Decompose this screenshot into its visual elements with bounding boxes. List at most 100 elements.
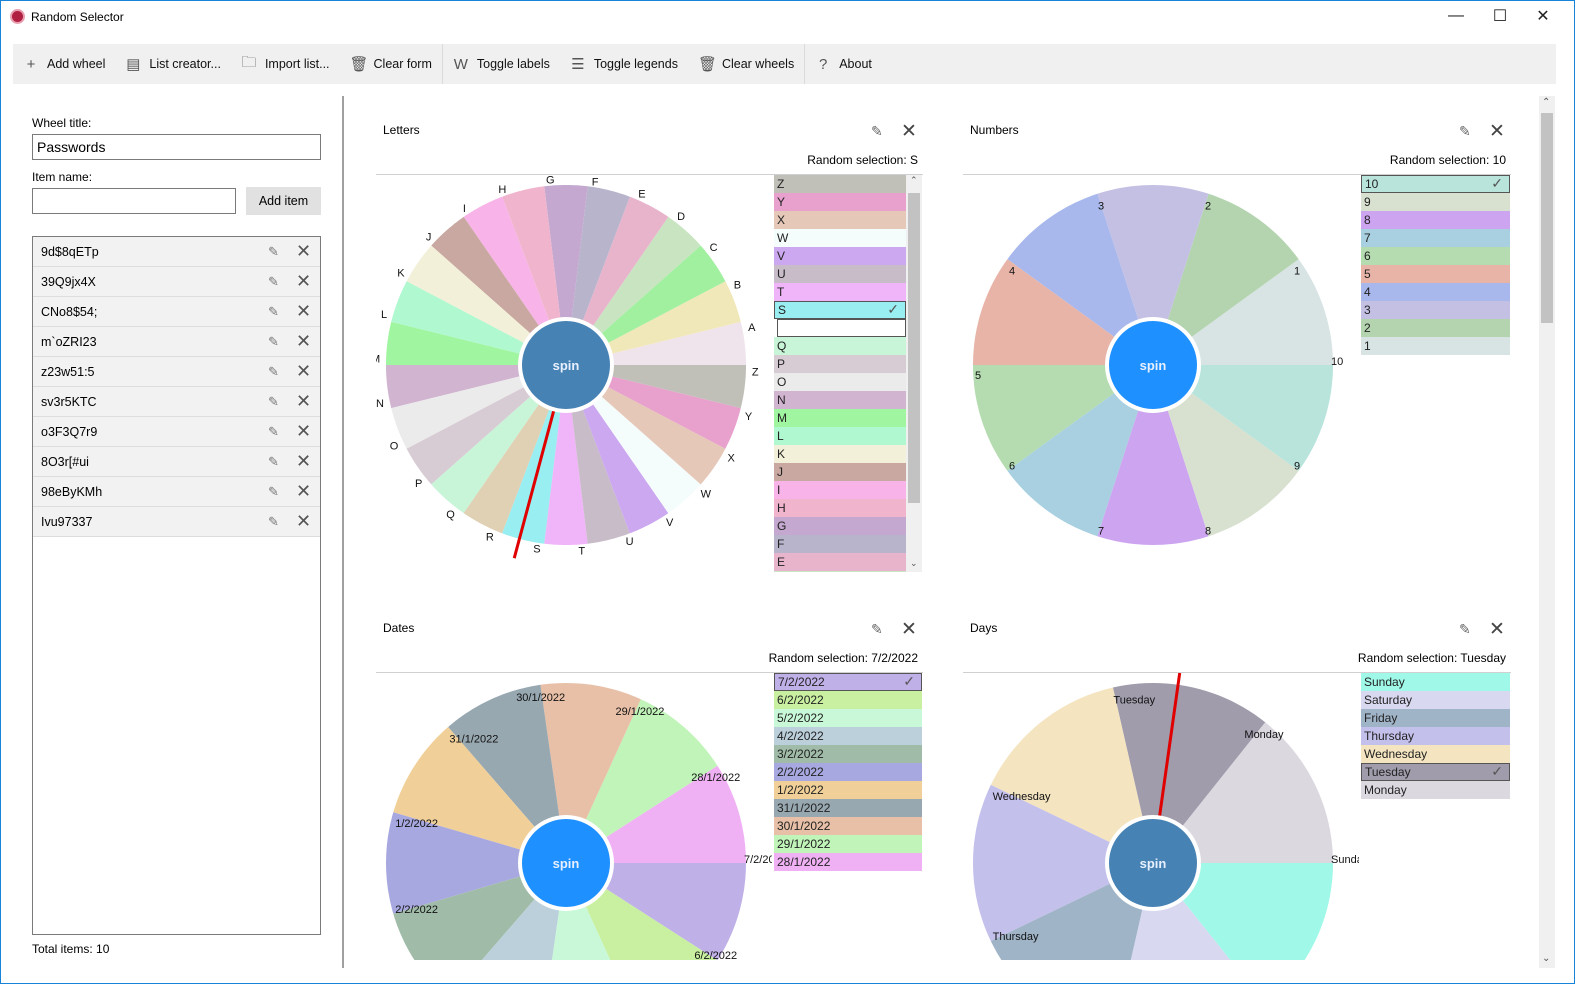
- close-window-button[interactable]: ✕: [1536, 8, 1550, 25]
- edit-pencil-icon[interactable]: ✎: [268, 513, 279, 529]
- legend-item[interactable]: K: [774, 445, 906, 463]
- edit-wheel-pencil-icon[interactable]: ✎: [871, 621, 883, 637]
- legend-item[interactable]: E: [774, 553, 906, 571]
- scroll-up-icon[interactable]: ⌃: [910, 175, 918, 185]
- delete-icon[interactable]: ✕: [296, 421, 312, 441]
- toolbar-import-list-button[interactable]: 🗀 Import list...: [231, 44, 340, 84]
- legend-item[interactable]: 4: [1361, 283, 1510, 301]
- wheel[interactable]: Monday Tuesday Wednesday Thursday Sunday spin: [963, 673, 1359, 960]
- delete-icon[interactable]: ✕: [296, 331, 312, 351]
- legend-item[interactable]: L: [774, 427, 906, 445]
- splitter[interactable]: [342, 96, 344, 968]
- list-item[interactable]: z23w51:5 ✎ ✕: [33, 357, 320, 387]
- legend-item[interactable]: 6/2/2022: [774, 691, 922, 709]
- close-wheel-icon[interactable]: ✕: [901, 620, 917, 640]
- legend-item[interactable]: 10 ✓: [1361, 175, 1510, 193]
- wheel[interactable]: 28/1/2022 29/1/2022 30/1/2022 31/1/2022 1/2/…: [376, 673, 772, 960]
- scroll-up-icon[interactable]: ⌃: [1542, 97, 1551, 108]
- edit-pencil-icon[interactable]: ✎: [268, 273, 279, 289]
- legend-item[interactable]: H: [774, 499, 906, 517]
- edit-pencil-icon[interactable]: ✎: [268, 243, 279, 259]
- legend-item[interactable]: X: [774, 211, 906, 229]
- toolbar-list-creator-button[interactable]: ▤ List creator...: [115, 44, 231, 84]
- legend-item[interactable]: 4/2/2022: [774, 727, 922, 745]
- edit-pencil-icon[interactable]: ✎: [268, 483, 279, 499]
- list-item[interactable]: sv3r5KTC ✎ ✕: [33, 387, 320, 417]
- legend-item[interactable]: P: [774, 355, 906, 373]
- legend-item[interactable]: 2/2/2022: [774, 763, 922, 781]
- list-item[interactable]: m`oZRI23 ✎ ✕: [33, 327, 320, 357]
- edit-pencil-icon[interactable]: ✎: [268, 363, 279, 379]
- legend-item[interactable]: 31/1/2022: [774, 799, 922, 817]
- legend-item[interactable]: 2: [1361, 319, 1510, 337]
- legend-item[interactable]: 1: [1361, 337, 1510, 355]
- toolbar-about-button[interactable]: ? About: [805, 44, 882, 84]
- legend-item[interactable]: F: [774, 535, 906, 553]
- legend-item[interactable]: Thursday: [1361, 727, 1510, 745]
- legend-item[interactable]: 1/2/2022: [774, 781, 922, 799]
- legend-item[interactable]: Tuesday ✓: [1361, 763, 1510, 781]
- spin-button[interactable]: spin: [518, 317, 614, 413]
- legend-item[interactable]: 3: [1361, 301, 1510, 319]
- legend-scrollbar-thumb[interactable]: [908, 193, 920, 503]
- close-wheel-icon[interactable]: ✕: [901, 122, 917, 142]
- spin-button[interactable]: spin: [1105, 815, 1201, 911]
- toolbar-clear-wheels-button[interactable]: 🗑 Clear wheels: [688, 44, 804, 84]
- legend-item-editor[interactable]: [774, 319, 906, 337]
- edit-wheel-pencil-icon[interactable]: ✎: [1459, 621, 1471, 637]
- legend-item[interactable]: 5: [1361, 265, 1510, 283]
- legend-item[interactable]: Y: [774, 193, 906, 211]
- legend-item[interactable]: O: [774, 373, 906, 391]
- close-wheel-icon[interactable]: ✕: [1489, 620, 1505, 640]
- legend-item[interactable]: 6: [1361, 247, 1510, 265]
- edit-pencil-icon[interactable]: ✎: [268, 333, 279, 349]
- list-item[interactable]: 39Q9jx4X ✎ ✕: [33, 267, 320, 297]
- toolbar-add-wheel-button[interactable]: + Add wheel: [13, 44, 115, 84]
- legend-item[interactable]: 3/2/2022: [774, 745, 922, 763]
- delete-icon[interactable]: ✕: [296, 241, 312, 261]
- list-item[interactable]: Ivu97337 ✎ ✕: [33, 507, 320, 537]
- delete-icon[interactable]: ✕: [296, 271, 312, 291]
- delete-icon[interactable]: ✕: [296, 391, 312, 411]
- list-item[interactable]: 8O3r[#ui ✎ ✕: [33, 447, 320, 477]
- main-scrollbar-thumb[interactable]: [1541, 113, 1553, 323]
- legend-item[interactable]: J: [774, 463, 906, 481]
- legend-item[interactable]: 29/1/2022: [774, 835, 922, 853]
- legend-item[interactable]: U: [774, 265, 906, 283]
- delete-icon[interactable]: ✕: [296, 361, 312, 381]
- legend-item[interactable]: Saturday: [1361, 691, 1510, 709]
- legend-item[interactable]: S ✓: [774, 301, 906, 319]
- list-item[interactable]: CNo8$54; ✎ ✕: [33, 297, 320, 327]
- list-item[interactable]: 98eByKMh ✎ ✕: [33, 477, 320, 507]
- scroll-down-icon[interactable]: ⌄: [1542, 953, 1551, 964]
- legend-item[interactable]: 8: [1361, 211, 1510, 229]
- list-item[interactable]: o3F3Q7r9 ✎ ✕: [33, 417, 320, 447]
- legend-item[interactable]: Monday: [1361, 781, 1510, 799]
- legend-edit-input[interactable]: [777, 319, 906, 337]
- add-item-button[interactable]: Add item: [246, 187, 321, 215]
- toolbar-toggle-labels-button[interactable]: W Toggle labels: [443, 44, 560, 84]
- legend-item[interactable]: 30/1/2022: [774, 817, 922, 835]
- spin-button[interactable]: spin: [1105, 317, 1201, 413]
- maximize-button[interactable]: ☐: [1492, 8, 1508, 25]
- delete-icon[interactable]: ✕: [296, 301, 312, 321]
- legend-item[interactable]: 7: [1361, 229, 1510, 247]
- delete-icon[interactable]: ✕: [296, 511, 312, 531]
- toolbar-clear-form-button[interactable]: 🗑 Clear form: [340, 44, 442, 84]
- legend-item[interactable]: T: [774, 283, 906, 301]
- close-wheel-icon[interactable]: ✕: [1489, 122, 1505, 142]
- legend-item[interactable]: Friday: [1361, 709, 1510, 727]
- edit-pencil-icon[interactable]: ✎: [268, 423, 279, 439]
- list-item[interactable]: 9d$8qETp ✎ ✕: [33, 237, 320, 267]
- delete-icon[interactable]: ✕: [296, 451, 312, 471]
- spin-button[interactable]: spin: [518, 815, 614, 911]
- wheel[interactable]: 1 2 3 4 5 6 7 8 9 10 spin: [963, 175, 1359, 582]
- legend-item[interactable]: W: [774, 229, 906, 247]
- legend-item[interactable]: 7/2/2022 ✓: [774, 673, 922, 691]
- legend-item[interactable]: I: [774, 481, 906, 499]
- delete-icon[interactable]: ✕: [296, 481, 312, 501]
- legend-item[interactable]: Sunday: [1361, 673, 1510, 691]
- item-name-input[interactable]: [32, 188, 236, 214]
- legend-item[interactable]: Wednesday: [1361, 745, 1510, 763]
